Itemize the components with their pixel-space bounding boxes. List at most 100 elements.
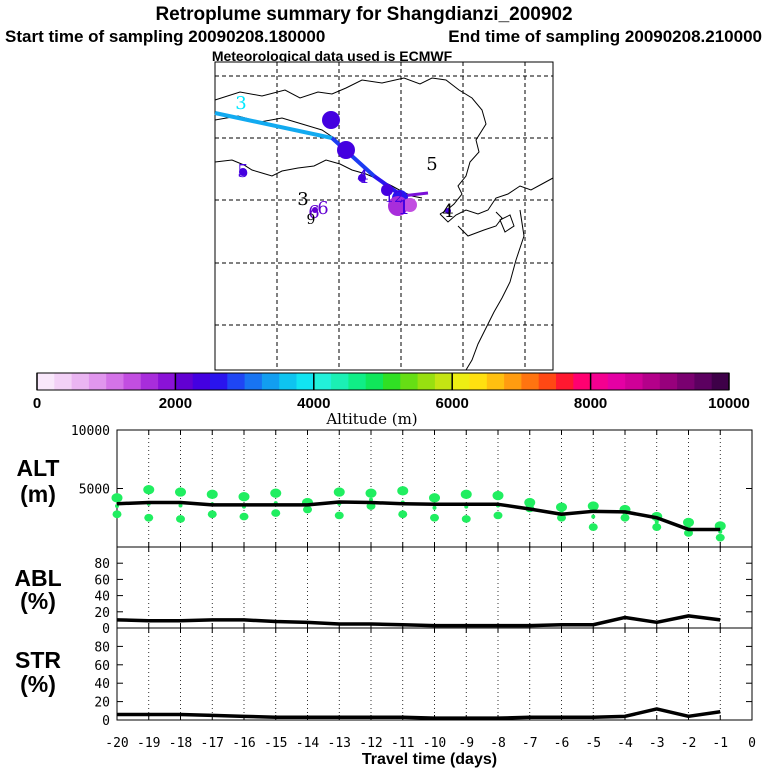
colorbar-swatch: [123, 373, 142, 390]
cluster-marker: [322, 111, 340, 129]
y-tick-label: 60: [94, 573, 110, 588]
colorbar-swatch: [556, 373, 574, 390]
altitude-cluster-dot: [333, 487, 345, 497]
altitude-cluster-dot: [461, 515, 471, 523]
x-tick-label: -19: [137, 736, 160, 751]
colorbar-swatch: [279, 373, 297, 390]
map-frame: [214, 61, 554, 371]
y-tick-label: 0: [102, 622, 110, 637]
colorbar-swatch: [452, 373, 470, 390]
colorbar-swatch: [54, 373, 72, 390]
y-tick-label: 10000: [71, 424, 110, 439]
map-label: 1: [398, 195, 411, 219]
x-tick-label: -10: [423, 736, 446, 751]
colorbar-swatch: [625, 373, 643, 390]
colorbar-swatch: [296, 373, 315, 390]
colorbar-swatch: [244, 373, 263, 390]
x-tick-label: -12: [359, 736, 382, 751]
x-tick-label: -9: [458, 736, 474, 751]
y-tick-label: 80: [94, 640, 110, 655]
map-label: 6: [308, 202, 319, 223]
altitude-cluster-dot: [207, 510, 217, 519]
x-tick-label: -16: [232, 736, 255, 751]
altitude-cluster-dot: [303, 505, 312, 514]
panel-unit-label: (m): [20, 481, 56, 507]
altitude-colorbar: 0 2000 4000 6000 8000 10000: [33, 372, 750, 412]
trajectory-map: 3 3 3 5 5 3 6 6 9 4 4 12 1: [214, 61, 554, 371]
altitude-cluster-dot: [175, 487, 186, 497]
cluster-marker: [381, 184, 393, 196]
colorbar-swatch: [140, 373, 159, 390]
colorbar-swatch: [607, 373, 626, 390]
colorbar-swatch: [694, 373, 713, 390]
time-series-panels: 500010000ALT(m)020406080ABL(%)020406080S…: [14, 424, 756, 768]
map-label: 9: [307, 212, 316, 228]
y-tick-label: 40: [94, 677, 110, 692]
colorbar-swatch: [331, 373, 349, 390]
colorbar-swatch: [210, 373, 228, 390]
altitude-cluster-dot: [527, 503, 532, 508]
altitude-cluster-dot: [556, 502, 567, 512]
altitude-cluster-dot: [397, 486, 409, 496]
map-grid: [215, 62, 553, 370]
altitude-cluster-dot: [524, 497, 536, 508]
x-tick-label: -20: [105, 736, 128, 751]
y-tick-label: 0: [102, 714, 110, 729]
colorbar-swatch: [365, 373, 384, 390]
altitude-cluster-dot: [178, 503, 183, 508]
colorbar-swatch: [573, 373, 591, 390]
colorbar-swatch: [711, 373, 730, 390]
colorbar-swatch: [383, 373, 401, 390]
altitude-cluster-dot: [493, 511, 503, 520]
y-tick-label: 5000: [79, 483, 110, 498]
panel-label: STR: [15, 647, 61, 673]
cluster-marker: [445, 208, 451, 214]
x-tick-label: -6: [554, 736, 570, 751]
colorbar-swatch: [158, 373, 176, 390]
altitude-cluster-dot: [587, 501, 599, 511]
altitude-cluster-dot: [143, 484, 155, 495]
y-tick-label: 60: [94, 659, 110, 674]
colorbar-swatch: [434, 373, 453, 390]
altitude-cluster-dot: [588, 523, 598, 531]
altitude-cluster-dot: [620, 513, 630, 522]
altitude-cluster-dot: [492, 490, 504, 501]
cluster-numbers: 3 3 3 5 5 3 6 6 9 4 4 12 1: [235, 93, 453, 228]
colorbar-label: Altitude (m): [325, 410, 417, 428]
colorbar-swatch: [37, 373, 55, 390]
map-label: 4: [442, 201, 453, 222]
x-tick-label: 0: [748, 736, 756, 751]
colorbar-swatch: [521, 373, 540, 390]
trajectory-clusters: [239, 111, 451, 216]
x-tick-label: -11: [391, 736, 414, 751]
map-label: 12: [384, 188, 403, 206]
altitude-cluster-dot: [144, 513, 154, 522]
trajectory-segment-mid: [330, 136, 376, 178]
colorbar-swatch: [642, 373, 661, 390]
x-tick-label: -4: [617, 736, 633, 751]
x-tick-label: -15: [264, 736, 287, 751]
trajectory-segment-far: [214, 111, 333, 140]
x-tick-label: -17: [201, 736, 224, 751]
x-tick-label: -3: [649, 736, 665, 751]
colorbar-swatch: [106, 373, 124, 390]
panel-frame: [116, 627, 753, 721]
colorbar-swatch: [469, 373, 488, 390]
colorbar-tick-label: 2000: [159, 395, 192, 412]
colorbar-swatch: [417, 373, 436, 390]
colorbar-swatch: [348, 373, 367, 390]
colorbar-swatch: [227, 373, 245, 390]
panel-unit-label: (%): [20, 671, 56, 697]
colorbar-swatch: [71, 373, 90, 390]
map-label: 3: [297, 189, 308, 210]
altitude-cluster-dot: [398, 510, 408, 519]
colorbar-tick-label: 0: [33, 395, 41, 412]
altitude-cluster-dot: [111, 493, 123, 503]
colorbar-swatch: [659, 373, 678, 390]
x-axis-label: Travel time (days): [362, 751, 497, 768]
map-label: 3: [325, 110, 336, 131]
cluster-marker: [403, 198, 417, 212]
